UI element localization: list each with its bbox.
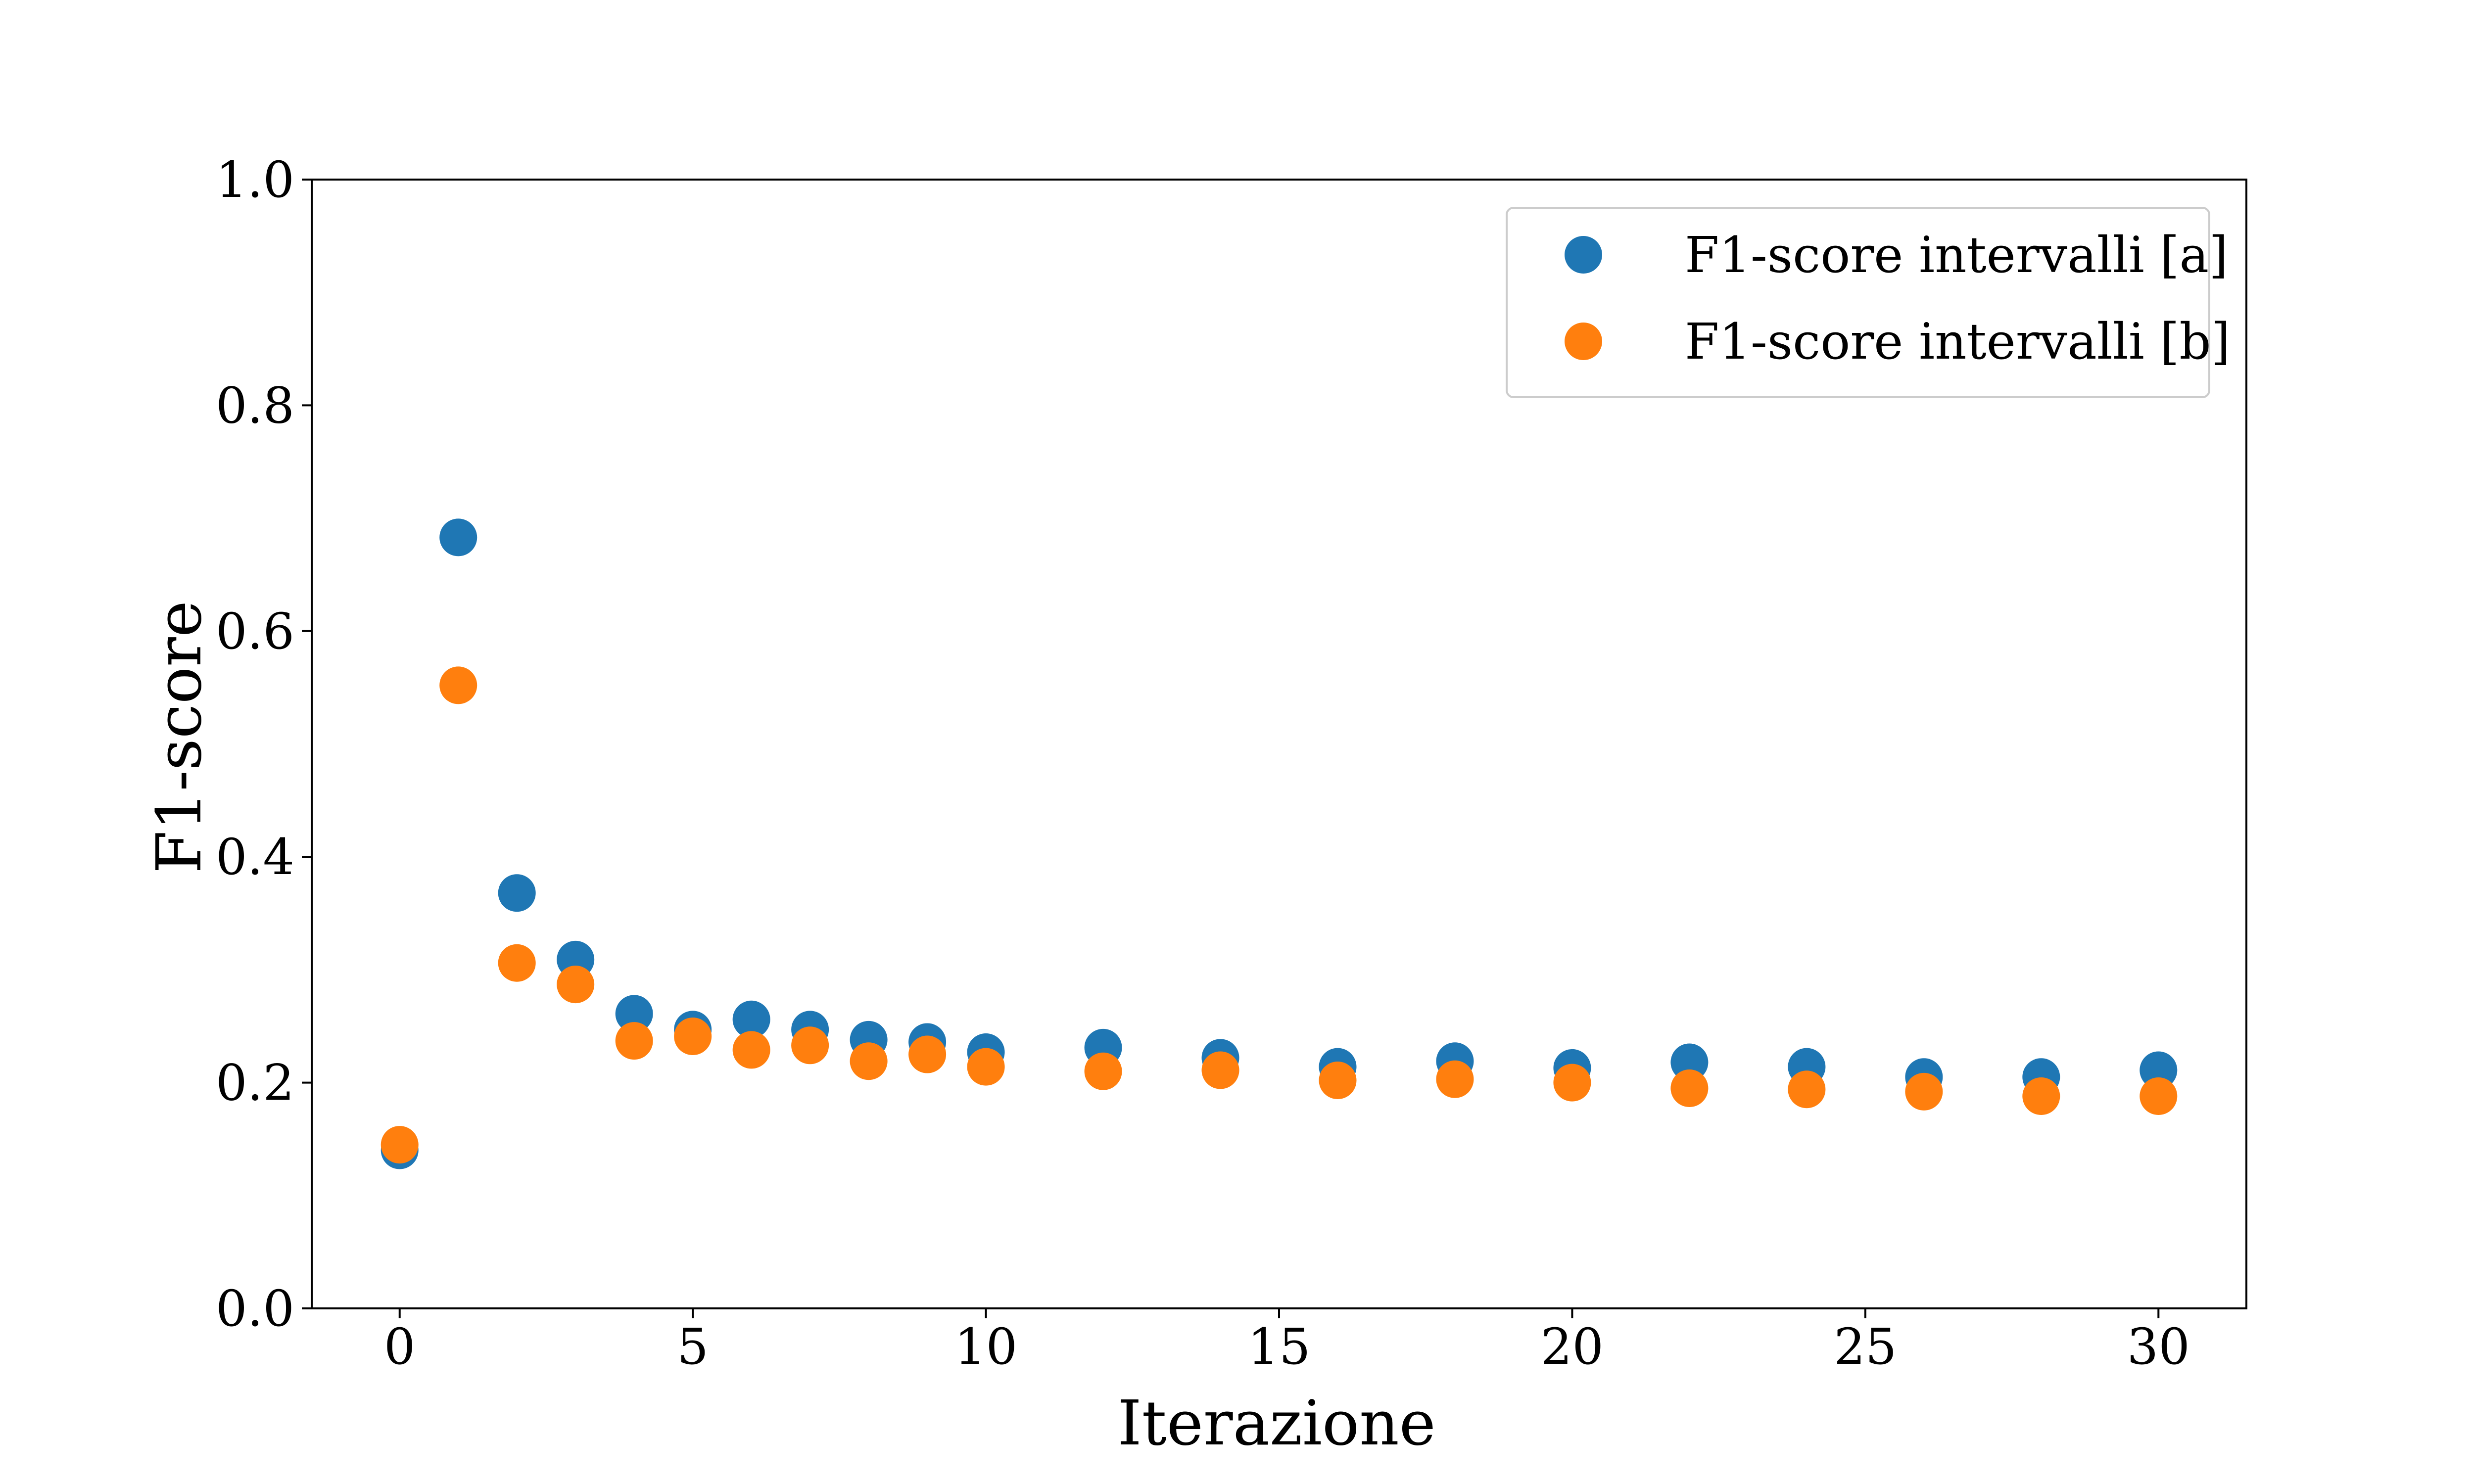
data-point (1436, 1060, 1474, 1098)
series-2 (381, 666, 2178, 1164)
data-point (967, 1048, 1005, 1086)
legend: F1-score intervalli [a] F1-score interval… (1506, 207, 2231, 398)
x-tick-label: 15 (1247, 1318, 1310, 1376)
legend-label: F1-score intervalli [a] (1685, 226, 2228, 284)
data-point (674, 1018, 712, 1056)
x-tick-label: 30 (2127, 1318, 2190, 1376)
data-point (498, 944, 536, 982)
data-point (1670, 1043, 1709, 1081)
data-point (381, 1126, 419, 1164)
data-point (732, 1000, 770, 1038)
x-tick-label: 0 (384, 1318, 416, 1376)
data-point (791, 1026, 829, 1065)
x-axis-title: Iterazione (1117, 1388, 1435, 1459)
data-point (1905, 1072, 1943, 1111)
axes: 0 5 10 15 20 25 30 0.0 0.2 0.4 0.6 0.8 1.0 (216, 151, 2247, 1376)
data-point (1553, 1064, 1591, 1102)
legend-label: F1-score intervalli [b] (1685, 313, 2231, 371)
data-point (732, 1031, 770, 1069)
y-tick-label: 0.8 (216, 376, 294, 434)
data-point (498, 874, 536, 912)
data-point (439, 666, 477, 704)
data-point (557, 966, 595, 1004)
x-tick-label: 10 (954, 1318, 1017, 1376)
x-tick-label: 20 (1541, 1318, 1604, 1376)
x-tick-label: 25 (1834, 1318, 1897, 1376)
legend-marker (1565, 236, 1602, 274)
data-point (1084, 1052, 1122, 1090)
data-point (2140, 1051, 2178, 1089)
data-point (2022, 1077, 2060, 1115)
y-tick-label: 0.0 (216, 1280, 294, 1338)
data-point (2140, 1077, 2178, 1115)
y-tick-label: 0.4 (216, 828, 294, 886)
data-point (908, 1035, 947, 1073)
data-point (850, 1042, 888, 1080)
data-point (1788, 1070, 1826, 1109)
y-tick-label: 1.0 (216, 151, 294, 209)
data-point (1319, 1062, 1357, 1100)
data-point (1201, 1051, 1239, 1089)
data-point (615, 1022, 653, 1060)
data-point (439, 518, 477, 556)
data-point (615, 995, 653, 1033)
y-tick-label: 0.6 (216, 603, 294, 660)
y-tick-label: 0.2 (216, 1054, 294, 1112)
data-point (1670, 1069, 1709, 1108)
x-tick-label: 5 (677, 1318, 709, 1376)
legend-box (1506, 207, 2210, 398)
legend-marker (1565, 323, 1602, 360)
plot-area (381, 518, 2178, 1169)
y-axis-title: F1-score (143, 601, 215, 874)
